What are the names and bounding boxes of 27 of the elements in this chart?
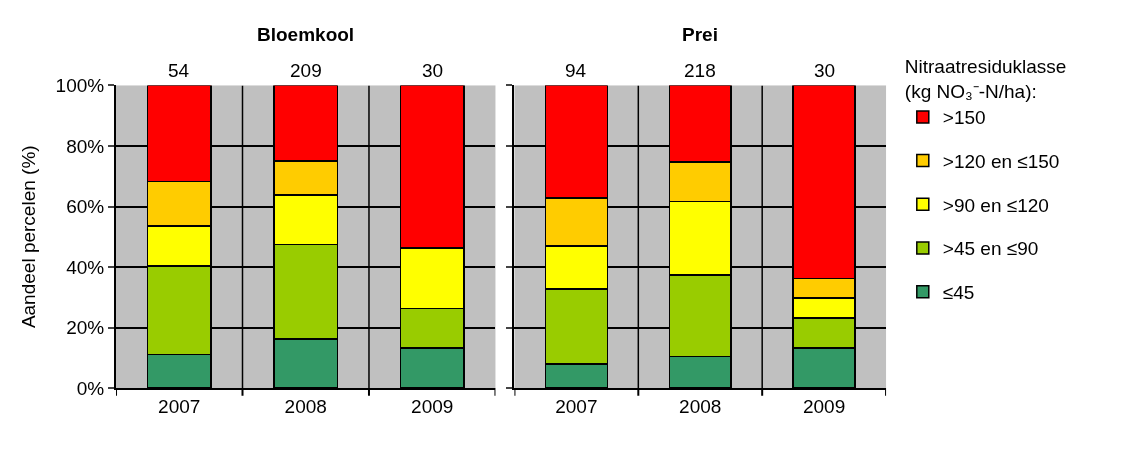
x-tick-label: 2007 (555, 395, 598, 417)
legend-label: ≤45 (942, 282, 975, 304)
y-tick-label: 0% (76, 377, 105, 399)
y-tick-label: 60% (66, 196, 105, 218)
legend-label: >150 (942, 107, 986, 129)
x-tick-label: 2008 (284, 395, 327, 417)
legend-title: Nitraatresiduklasse (kg NO₃⁻-N/ha): (904, 56, 1067, 103)
y-tick-label: 100% (55, 75, 105, 97)
y-tick-label: 80% (66, 135, 105, 157)
legend-label: >90 en ≤120 (942, 194, 1049, 216)
text: 209 (290, 60, 322, 81)
chart-title: Prei (682, 24, 718, 45)
legend-label: >45 en ≤90 (942, 238, 1039, 260)
text: 30 (422, 60, 444, 81)
y-tick-label: 40% (66, 256, 105, 278)
text: 54 (168, 60, 190, 81)
text: 30 (814, 60, 836, 81)
x-tick-label: 2009 (802, 395, 846, 417)
legend-label: >120 en ≤150 (942, 150, 1060, 172)
x-tick-label: 2008 (679, 395, 722, 417)
y-tick-label: 20% (66, 317, 105, 339)
text: 218 (684, 60, 716, 81)
x-tick-label: 2007 (158, 395, 201, 417)
text: 94 (565, 60, 587, 81)
x-tick-label: 2009 (411, 395, 454, 417)
chart-title: Bloemkool (257, 24, 355, 45)
y-axis-title: Aandeel percelen (%) (17, 145, 39, 329)
